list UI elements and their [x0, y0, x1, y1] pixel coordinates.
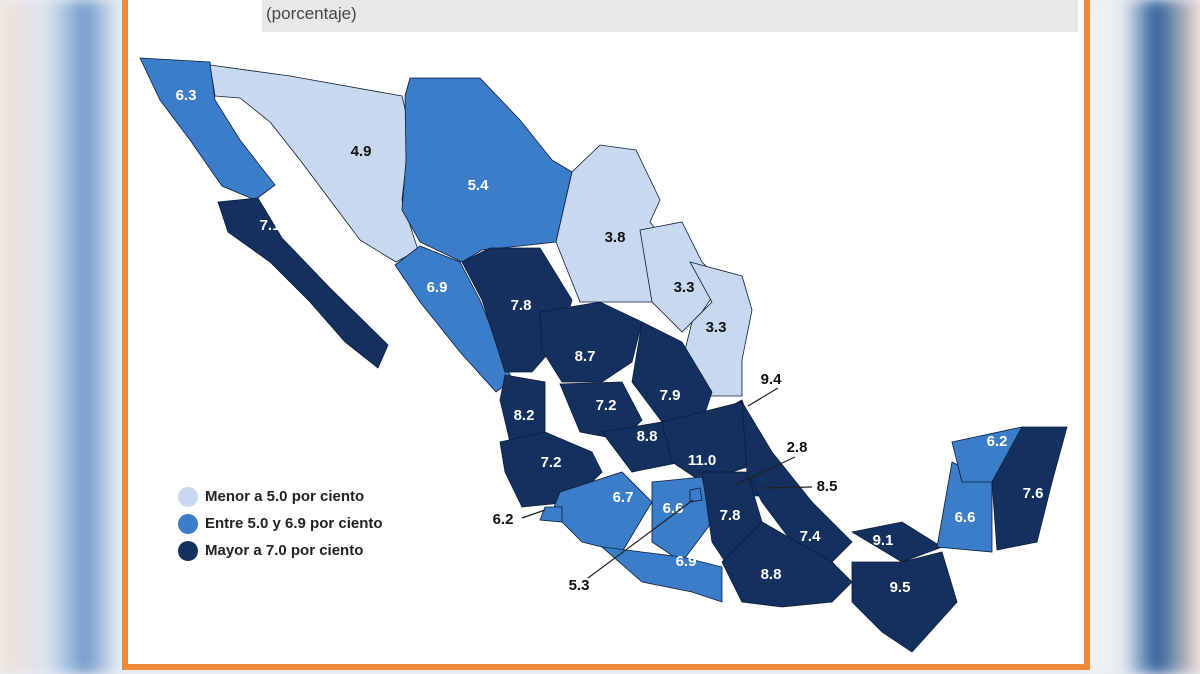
- state-value: 7.6: [1023, 485, 1044, 502]
- state: [217, 197, 389, 369]
- state-value: 8.8: [637, 428, 658, 445]
- state-value: 6.9: [676, 553, 697, 570]
- state-value: 6.9: [427, 279, 448, 296]
- state: [851, 551, 958, 653]
- legend-label: Mayor a 7.0 por ciento: [205, 542, 363, 559]
- state-value: 9.1: [873, 532, 894, 549]
- state: [539, 301, 643, 383]
- state-value: 6.7: [613, 489, 634, 506]
- state-value: 8.7: [575, 348, 596, 365]
- state-value: 6.2: [987, 433, 1008, 450]
- legend-label: Menor a 5.0 por ciento: [205, 488, 364, 505]
- legend-swatch: [178, 487, 198, 507]
- state-value: 5.4: [468, 177, 490, 194]
- leader-line: [587, 499, 694, 579]
- background-blur: [1090, 0, 1200, 674]
- subtitle: (porcentaje): [266, 4, 357, 23]
- state-value: 5.3: [569, 577, 590, 594]
- state-value: 3.3: [706, 319, 727, 336]
- state-value: 7.4: [800, 528, 822, 545]
- state-value: 8.5: [817, 478, 838, 495]
- state-value: 2.8: [787, 439, 808, 456]
- state-value: 8.8: [761, 566, 782, 583]
- state: [401, 77, 573, 263]
- leader-line: [521, 509, 546, 519]
- legend-swatch: [178, 514, 198, 534]
- leader-line: [747, 387, 779, 407]
- state-value: 9.4: [761, 371, 783, 388]
- legend-label: Entre 5.0 y 6.9 por ciento: [205, 515, 383, 532]
- subtitle-bar: [262, 0, 1078, 32]
- state: [991, 426, 1068, 551]
- state: [539, 506, 563, 523]
- state-value: 7.2: [596, 397, 617, 414]
- state-value: 7.9: [660, 387, 681, 404]
- state-value: 8.2: [514, 407, 535, 424]
- leader-line: [761, 486, 813, 489]
- state-value: 6.6: [663, 500, 684, 517]
- state-value: 6.3: [176, 87, 197, 104]
- leader-line: [734, 456, 796, 486]
- state: [600, 546, 723, 603]
- state: [721, 521, 853, 608]
- state-value: 7.1: [260, 217, 281, 234]
- state-value: 4.9: [351, 143, 372, 160]
- state: [681, 261, 753, 397]
- state-value: 7.8: [511, 297, 532, 314]
- background-blur: [0, 0, 122, 674]
- state-value: 6.2: [493, 511, 514, 528]
- state-value: 3.3: [674, 279, 695, 296]
- state-value: 3.8: [605, 229, 626, 246]
- legend-swatch: [178, 541, 198, 561]
- state-value: 9.5: [890, 579, 911, 596]
- state: [651, 476, 713, 563]
- state: [689, 487, 703, 503]
- state-value: 11.0: [688, 452, 716, 469]
- state-value: 7.2: [541, 454, 562, 471]
- state-value: 6.6: [955, 509, 976, 526]
- state-value: 7.8: [720, 507, 741, 524]
- state: [209, 64, 419, 263]
